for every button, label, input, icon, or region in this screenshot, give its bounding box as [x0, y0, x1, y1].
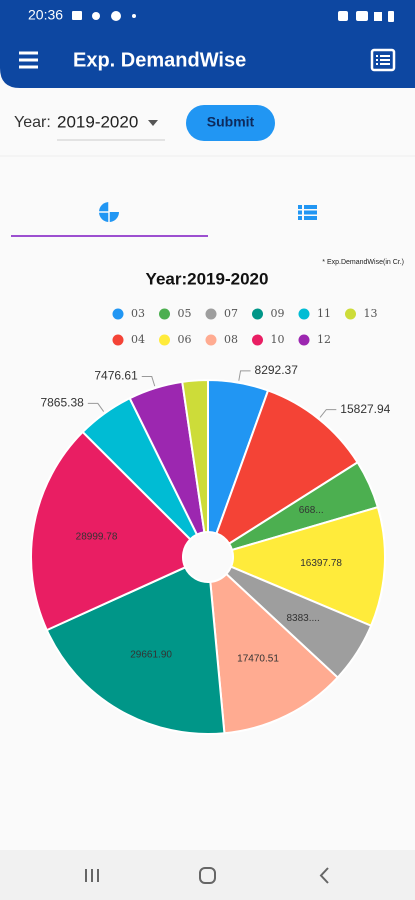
data-label: 15827.94 [340, 402, 390, 416]
submit-button[interactable] [186, 105, 275, 141]
data-label: 17470.51 [237, 653, 279, 664]
list-tab[interactable] [298, 205, 317, 220]
data-label: 7476.61 [94, 369, 138, 383]
menu-button[interactable] [19, 51, 38, 69]
legend-swatch [298, 334, 310, 346]
legend-label: 12 [317, 333, 331, 346]
legend-swatch [112, 334, 124, 346]
year-dropdown[interactable]: 2019-2020 [57, 112, 138, 131]
app-bar [0, 32, 415, 88]
leader-line [87, 402, 105, 412]
legend-label: 11 [317, 307, 331, 320]
legend-swatch [298, 308, 310, 320]
nav-buttons[interactable] [85, 867, 329, 884]
legend-label: 10 [271, 333, 285, 346]
legend-label: 09 [271, 307, 285, 320]
legend-label: 04 [131, 333, 145, 346]
dropdown-arrow[interactable] [148, 120, 158, 126]
list-button[interactable] [370, 48, 396, 72]
year-label: Year: [14, 114, 51, 131]
data-label: 668... [299, 505, 324, 516]
pie-slice [215, 389, 359, 546]
data-label: 7865.38 [40, 396, 84, 410]
legend-label: 07 [224, 307, 238, 320]
pie-slice [30, 430, 192, 632]
pie-slice [181, 378, 209, 534]
tab-indicator [11, 235, 208, 237]
legend-swatch [112, 308, 124, 320]
legend-swatch [159, 334, 170, 346]
data-label: 16397.78 [300, 558, 342, 569]
submit-label[interactable]: Submit [207, 114, 255, 130]
legend-swatch [205, 334, 217, 346]
leader-line [238, 370, 251, 381]
legend-swatch [252, 308, 263, 320]
data-label: 29661.90 [130, 650, 172, 661]
status-time: 20:36 [28, 7, 63, 23]
chart-title: Year:2019-2020 [146, 269, 269, 288]
status-indicators [72, 11, 394, 22]
legend-label: 03 [131, 307, 145, 320]
pie-slice [229, 505, 386, 628]
leader-line [319, 409, 337, 418]
data-label: 28999.78 [76, 531, 118, 542]
nav-bar [0, 850, 415, 900]
legend-label: 06 [178, 333, 192, 346]
app-title: Exp. DemandWise [73, 49, 246, 71]
data-label: 8383.... [286, 613, 319, 624]
pie-tab[interactable] [99, 200, 121, 222]
leader-line [141, 376, 156, 387]
data-label: 8292.37 [255, 363, 299, 377]
legend-swatch [252, 334, 263, 346]
pie-chart: 03 04 05 06 07 08 09 10 11 12 13 8292.37 15827.94 668… [30, 307, 391, 735]
legend-swatch [345, 308, 356, 320]
legend-label: 05 [178, 307, 192, 320]
legend-label: 08 [224, 333, 238, 346]
pie-slice [45, 566, 226, 735]
legend-swatch [205, 308, 217, 320]
pie-slice [209, 572, 340, 735]
chart-annotation: * Exp.DemandWise(in Cr.) [322, 259, 404, 266]
legend-label: 13 [364, 307, 378, 320]
legend-swatch [159, 308, 170, 320]
